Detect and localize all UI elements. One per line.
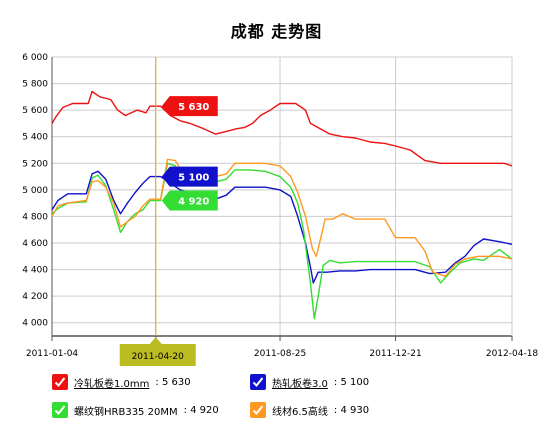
- y-tick-label: 5 600: [22, 106, 48, 116]
- legend-value: : 5 630: [155, 376, 191, 388]
- legend-item-rebar[interactable]: 螺纹钢HRB335 20MM : 4 920: [52, 402, 219, 418]
- x-tick-label: 2011-08-25: [254, 349, 306, 359]
- legend-name[interactable]: 热轧板卷3.0: [272, 378, 328, 390]
- value-flag: [161, 166, 218, 187]
- cursor-badge: [119, 344, 196, 366]
- check-icon[interactable]: [250, 374, 266, 390]
- value-flag-label: 5 630: [178, 102, 209, 113]
- legend-value: : 5 100: [333, 376, 370, 388]
- y-tick-label: 6 000: [22, 53, 48, 63]
- check-icon[interactable]: [52, 374, 68, 390]
- legend-name[interactable]: 螺纹钢HRB335 20MM: [74, 406, 178, 418]
- y-tick-label: 5 400: [22, 133, 48, 143]
- legend-value: : 4 920: [183, 404, 219, 416]
- legend-item-wire-rod[interactable]: 线材6.5高线 : 4 930: [250, 402, 369, 418]
- x-tick-label: 2011-01-04: [26, 349, 79, 359]
- y-tick-label: 4 800: [22, 212, 48, 222]
- legend-name[interactable]: 线材6.5高线: [272, 406, 328, 418]
- x-tick-label: 2012-04-18: [486, 349, 539, 359]
- y-tick-label: 4 000: [22, 319, 48, 329]
- series-line-2: [51, 162, 513, 320]
- legend-item-cold-rolled[interactable]: 冷轧板卷1.0mm : 5 630: [52, 374, 191, 390]
- legend-value: : 4 930: [333, 404, 370, 416]
- series-line-0: [51, 90, 513, 167]
- value-flag: [161, 96, 218, 117]
- cursor-badge-pointer: [149, 337, 162, 344]
- y-tick-label: 4 600: [22, 239, 48, 249]
- y-tick-label: 4 200: [22, 292, 48, 302]
- series-line-3: [51, 158, 513, 277]
- legend-name[interactable]: 冷轧板卷1.0mm: [74, 378, 150, 390]
- y-tick-label: 5 200: [22, 159, 48, 169]
- chart-title: 成都 走势图: [230, 22, 323, 41]
- legend-item-hot-rolled[interactable]: 热轧板卷3.0 : 5 100: [250, 374, 369, 390]
- value-flag: [161, 190, 218, 211]
- y-tick-label: 5 800: [22, 80, 48, 90]
- y-tick-label: 4 400: [22, 266, 48, 276]
- y-tick-label: 5 000: [22, 186, 48, 196]
- value-flag-label: 5 100: [178, 173, 209, 184]
- x-tick-label: 2011-12-21: [369, 349, 421, 359]
- check-icon[interactable]: [52, 402, 68, 418]
- value-flag-label: 4 920: [178, 196, 209, 207]
- series-line-1: [51, 170, 513, 284]
- cursor-date-label: 2011-04-20: [132, 352, 185, 362]
- check-icon[interactable]: [250, 402, 266, 418]
